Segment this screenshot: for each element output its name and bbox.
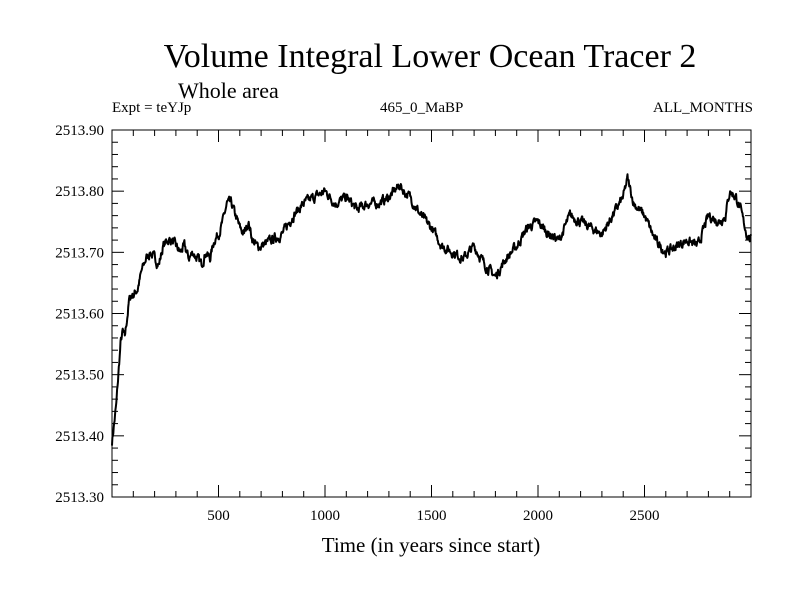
y-tick-label: 2513.40 [55,429,104,445]
y-tick-label: 2513.90 [55,123,104,139]
y-tick-label: 2513.30 [55,490,104,506]
y-tick-label: 2513.50 [55,368,104,384]
tick-labels: 500 1000 1500 2000 2500 2513.30 2513.40 2513.50… [55,123,659,524]
experiment-label: Expt = teYJp [112,100,192,116]
x-axis-label: Time (in years since start) [322,533,541,557]
x-tick-label: 1500 [417,508,447,524]
axis-ticks [112,130,751,497]
y-tick-label: 2513.60 [55,307,104,323]
x-tick-label: 2500 [630,508,660,524]
series-line [111,173,752,446]
chart-subtitle: Whole area [178,78,279,103]
plot-frame [111,129,752,498]
y-tick-label: 2513.80 [55,184,104,200]
x-tick-label: 1000 [310,508,340,524]
x-tick-label: 2000 [523,508,553,524]
x-tick-label: 500 [207,508,230,524]
months-label: ALL_MONTHS [653,100,753,116]
y-tick-label: 2513.70 [55,245,104,261]
period-label: 465_0_MaBP [380,100,464,116]
chart-title: Volume Integral Lower Ocean Tracer 2 [163,38,697,75]
